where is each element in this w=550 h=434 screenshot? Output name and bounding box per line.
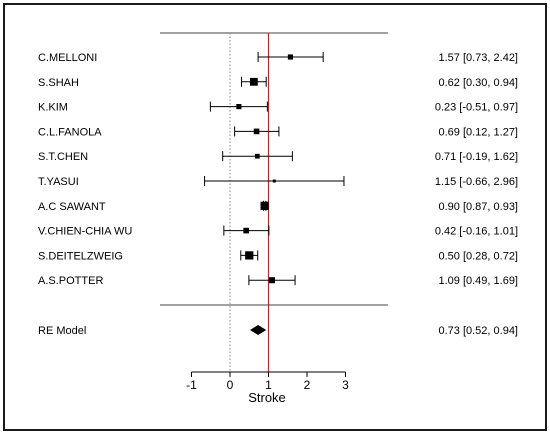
summary-row: RE Model 0.73 [0.52, 0.94]: [38, 325, 518, 337]
chart-frame: [3, 3, 547, 431]
study-row: T.YASUI 1.15 [-0.66, 2.96]: [38, 176, 518, 188]
study-label: S.DEITELZWEIG: [38, 250, 123, 262]
study-estimate-text: 0.62 [0.30, 0.94]: [438, 77, 518, 89]
study-label: S.SHAH: [38, 77, 79, 89]
study-row: K.KIM 0.23 [-0.51, 0.97]: [38, 101, 518, 114]
estimate-square: [249, 77, 258, 86]
x-tick-label: 3: [342, 378, 349, 392]
study-rows: C.MELLONI 1.57 [0.73, 2.42] S.SHAH 0.62 [0.…: [38, 52, 518, 287]
estimate-square: [243, 227, 249, 234]
summary-estimate-text: 0.73 [0.52, 0.94]: [438, 325, 518, 337]
study-label: A.C SAWANT: [38, 201, 106, 213]
study-estimate-text: 0.69 [0.12, 1.27]: [438, 126, 518, 138]
study-estimate-text: 1.09 [0.49, 1.69]: [438, 275, 518, 287]
plot-frame-lines: [160, 32, 388, 306]
x-tick-label: 1: [265, 378, 272, 392]
study-estimate-text: 0.71 [-0.19, 1.62]: [435, 151, 518, 163]
estimate-square: [260, 201, 269, 210]
study-row: C.MELLONI 1.57 [0.73, 2.42]: [38, 52, 518, 64]
study-estimate-text: 0.23 [-0.51, 0.97]: [435, 102, 518, 114]
study-estimate-text: 1.15 [-0.66, 2.96]: [435, 176, 518, 188]
study-row: S.T.CHEN 0.71 [-0.19, 1.62]: [38, 151, 518, 163]
study-label: T.YASUI: [38, 176, 79, 188]
x-tick-label: -1: [186, 378, 197, 392]
study-estimate-text: 0.50 [0.28, 0.72]: [438, 250, 518, 262]
study-row: C.L.FANOLA 0.69 [0.12, 1.27]: [38, 126, 518, 138]
study-label: V.CHIEN-CHIA WU: [38, 226, 132, 238]
estimate-square: [272, 179, 276, 183]
x-axis-title: Stroke: [248, 390, 286, 405]
study-label: A.S.POTTER: [38, 275, 103, 287]
study-label: S.T.CHEN: [38, 151, 88, 163]
estimate-square: [245, 251, 254, 260]
estimate-square: [254, 153, 260, 159]
estimate-square: [268, 277, 275, 284]
study-label: K.KIM: [38, 102, 68, 114]
study-estimate-text: 1.57 [0.73, 2.42]: [438, 52, 518, 64]
estimate-square: [253, 128, 260, 135]
study-row: A.C SAWANT 0.90 [0.87, 0.93]: [38, 200, 518, 213]
study-row: V.CHIEN-CHIA WU 0.42 [-0.16, 1.01]: [38, 225, 518, 238]
study-row: A.S.POTTER 1.09 [0.49, 1.69]: [38, 275, 518, 287]
study-estimate-text: 0.42 [-0.16, 1.01]: [435, 226, 518, 238]
x-tick-label: 0: [227, 378, 234, 392]
summary-diamond: [250, 325, 267, 335]
summary-label: RE Model: [38, 325, 86, 337]
study-row: S.SHAH 0.62 [0.30, 0.94]: [38, 76, 518, 89]
estimate-square: [287, 54, 294, 60]
study-row: S.DEITELZWEIG 0.50 [0.28, 0.72]: [38, 250, 518, 262]
study-label: C.L.FANOLA: [38, 126, 102, 138]
study-label: C.MELLONI: [38, 52, 97, 64]
x-tick-label: 2: [304, 378, 311, 392]
study-estimate-text: 0.90 [0.87, 0.93]: [438, 201, 518, 213]
x-axis: -1 0 1 2 3: [186, 371, 349, 392]
estimate-square: [236, 104, 242, 110]
